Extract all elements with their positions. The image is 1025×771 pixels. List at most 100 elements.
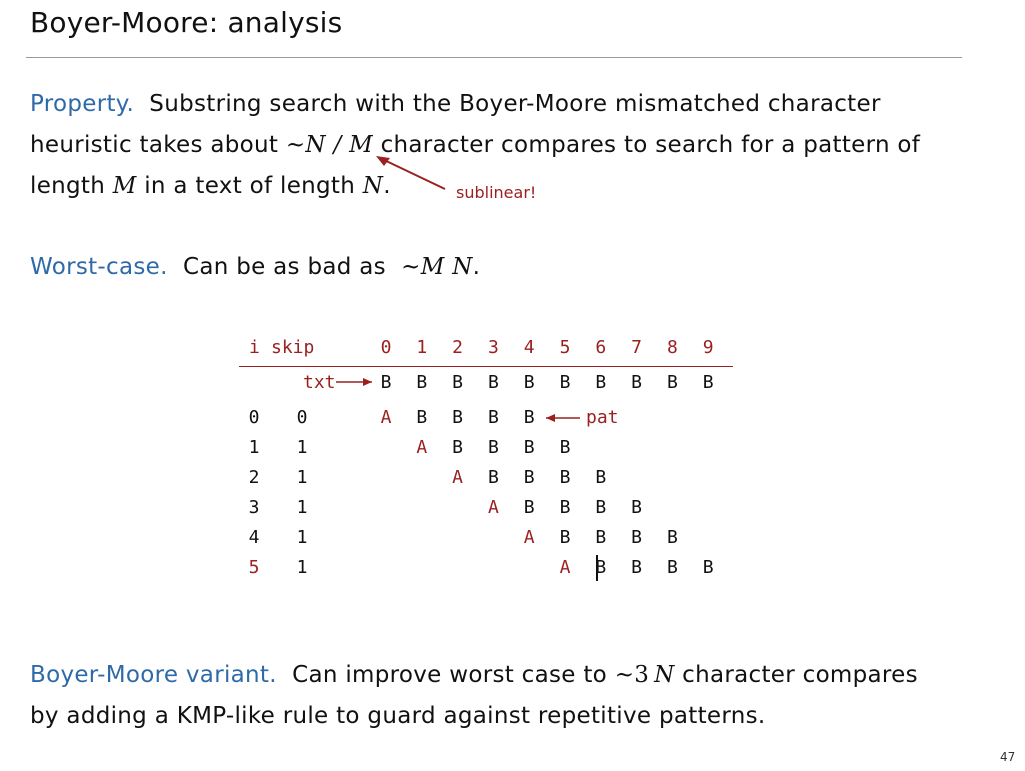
worst-case-text: Can be as bad as: [182, 254, 386, 280]
worst-case-label: Worst-case.: [30, 254, 168, 280]
pattern-char: B: [631, 497, 643, 518]
page-number: 47: [1000, 750, 1016, 764]
pattern-char: A: [380, 407, 392, 428]
title-divider: [26, 57, 962, 58]
property-line-2: heuristic takes about ~N / M character c…: [30, 125, 920, 166]
variant-line1-text: Can improve worst case to: [292, 662, 608, 688]
row-skip: 0: [296, 407, 308, 428]
column-index: 0: [380, 337, 392, 358]
slide-title: Boyer-Moore: analysis: [30, 6, 343, 39]
property-paragraph: Property. Substring search with the Boye…: [30, 84, 920, 207]
column-index: 9: [702, 337, 714, 358]
header-i: i: [249, 337, 260, 358]
txt-char: B: [487, 372, 499, 393]
pattern-char: B: [487, 437, 499, 458]
property-line-3: length M in a text of length N.: [30, 166, 920, 207]
row-i: 3: [248, 497, 260, 518]
row-skip: 1: [296, 497, 308, 518]
txt-char: B: [595, 372, 607, 393]
pattern-char: B: [523, 437, 535, 458]
row-skip: 1: [296, 527, 308, 548]
pattern-char: A: [559, 557, 571, 578]
pattern-char: A: [523, 527, 535, 548]
pattern-char: B: [559, 527, 571, 548]
column-index: 7: [631, 337, 643, 358]
property-line-1: Property. Substring search with the Boye…: [30, 84, 920, 125]
mn-formula: M N: [420, 254, 473, 280]
txt-char: B: [559, 372, 571, 393]
pattern-char: B: [452, 407, 464, 428]
column-index: 4: [523, 337, 535, 358]
txt-char: B: [631, 372, 643, 393]
text-cursor: [596, 555, 598, 581]
header-skip: skip: [271, 337, 315, 358]
column-index: 1: [416, 337, 428, 358]
n-over-m-formula: N / M: [305, 132, 373, 158]
column-index: 6: [595, 337, 607, 358]
row-i: 0: [248, 407, 260, 428]
pattern-char: B: [595, 467, 607, 488]
row-skip: 1: [296, 467, 308, 488]
tilde-symbol: ~: [285, 132, 306, 158]
row-i: 2: [248, 467, 260, 488]
sublinear-annotation: sublinear!: [456, 183, 537, 202]
txt-label: txt: [303, 372, 336, 393]
property-label: Property.: [30, 91, 135, 117]
column-index: 8: [666, 337, 678, 358]
property-line3-b: in a text of length: [144, 173, 356, 199]
txt-char: B: [416, 372, 428, 393]
variant-line-1: Boyer-Moore variant. Can improve worst c…: [30, 655, 918, 696]
pattern-char: B: [631, 557, 643, 578]
tilde-symbol: ~: [401, 254, 421, 280]
three-coefficient: 3: [634, 662, 650, 688]
property-line2-a: heuristic takes about: [30, 132, 279, 158]
row-skip: 1: [296, 437, 308, 458]
pattern-char: B: [559, 437, 571, 458]
pattern-char: B: [559, 497, 571, 518]
row-i: 4: [248, 527, 260, 548]
property-line3-a: length: [30, 173, 106, 199]
property-line1-text: Substring search with the Boyer-Moore mi…: [149, 91, 881, 117]
pattern-char: B: [416, 407, 428, 428]
column-index: 2: [452, 337, 464, 358]
variant-line-2: by adding a KMP-like rule to guard again…: [30, 696, 918, 737]
pattern-char: B: [523, 407, 535, 428]
pattern-char: B: [595, 497, 607, 518]
pattern-char: A: [487, 497, 499, 518]
property-line2-b: character compares to search for a patte…: [380, 132, 921, 158]
pattern-char: B: [595, 527, 607, 548]
tilde-symbol: ~: [614, 662, 635, 688]
pattern-char: B: [666, 557, 678, 578]
variant-line1-end: character compares: [682, 662, 918, 688]
pattern-char: B: [702, 557, 714, 578]
variant-line2-text: by adding a KMP-like rule to guard again…: [30, 703, 766, 729]
txt-char: B: [702, 372, 714, 393]
table-header-divider: [239, 366, 733, 367]
txt-char: B: [666, 372, 678, 393]
sublinear-arrow-icon: [376, 156, 446, 190]
txt-char: B: [523, 372, 535, 393]
row-i: 1: [248, 437, 260, 458]
row-skip: 1: [296, 557, 308, 578]
pattern-char: B: [487, 407, 499, 428]
n-variable: N: [362, 173, 384, 199]
txt-char: B: [452, 372, 464, 393]
pattern-char: A: [416, 437, 428, 458]
m-variable: M: [112, 173, 137, 199]
column-index: 5: [559, 337, 571, 358]
pattern-char: B: [452, 437, 464, 458]
column-index: 3: [487, 337, 499, 358]
period: .: [383, 173, 391, 199]
row-i: 5: [248, 557, 260, 578]
pat-label: pat: [586, 407, 619, 428]
pattern-char: A: [452, 467, 464, 488]
worst-case-paragraph: Worst-case. Can be as bad as ~M N.: [30, 247, 480, 288]
pattern-char: B: [595, 557, 607, 578]
variant-paragraph: Boyer-Moore variant. Can improve worst c…: [30, 655, 918, 737]
n-variable: N: [654, 662, 675, 688]
pattern-char: B: [523, 497, 535, 518]
variant-label: Boyer-Moore variant.: [30, 662, 277, 688]
pattern-char: B: [487, 467, 499, 488]
